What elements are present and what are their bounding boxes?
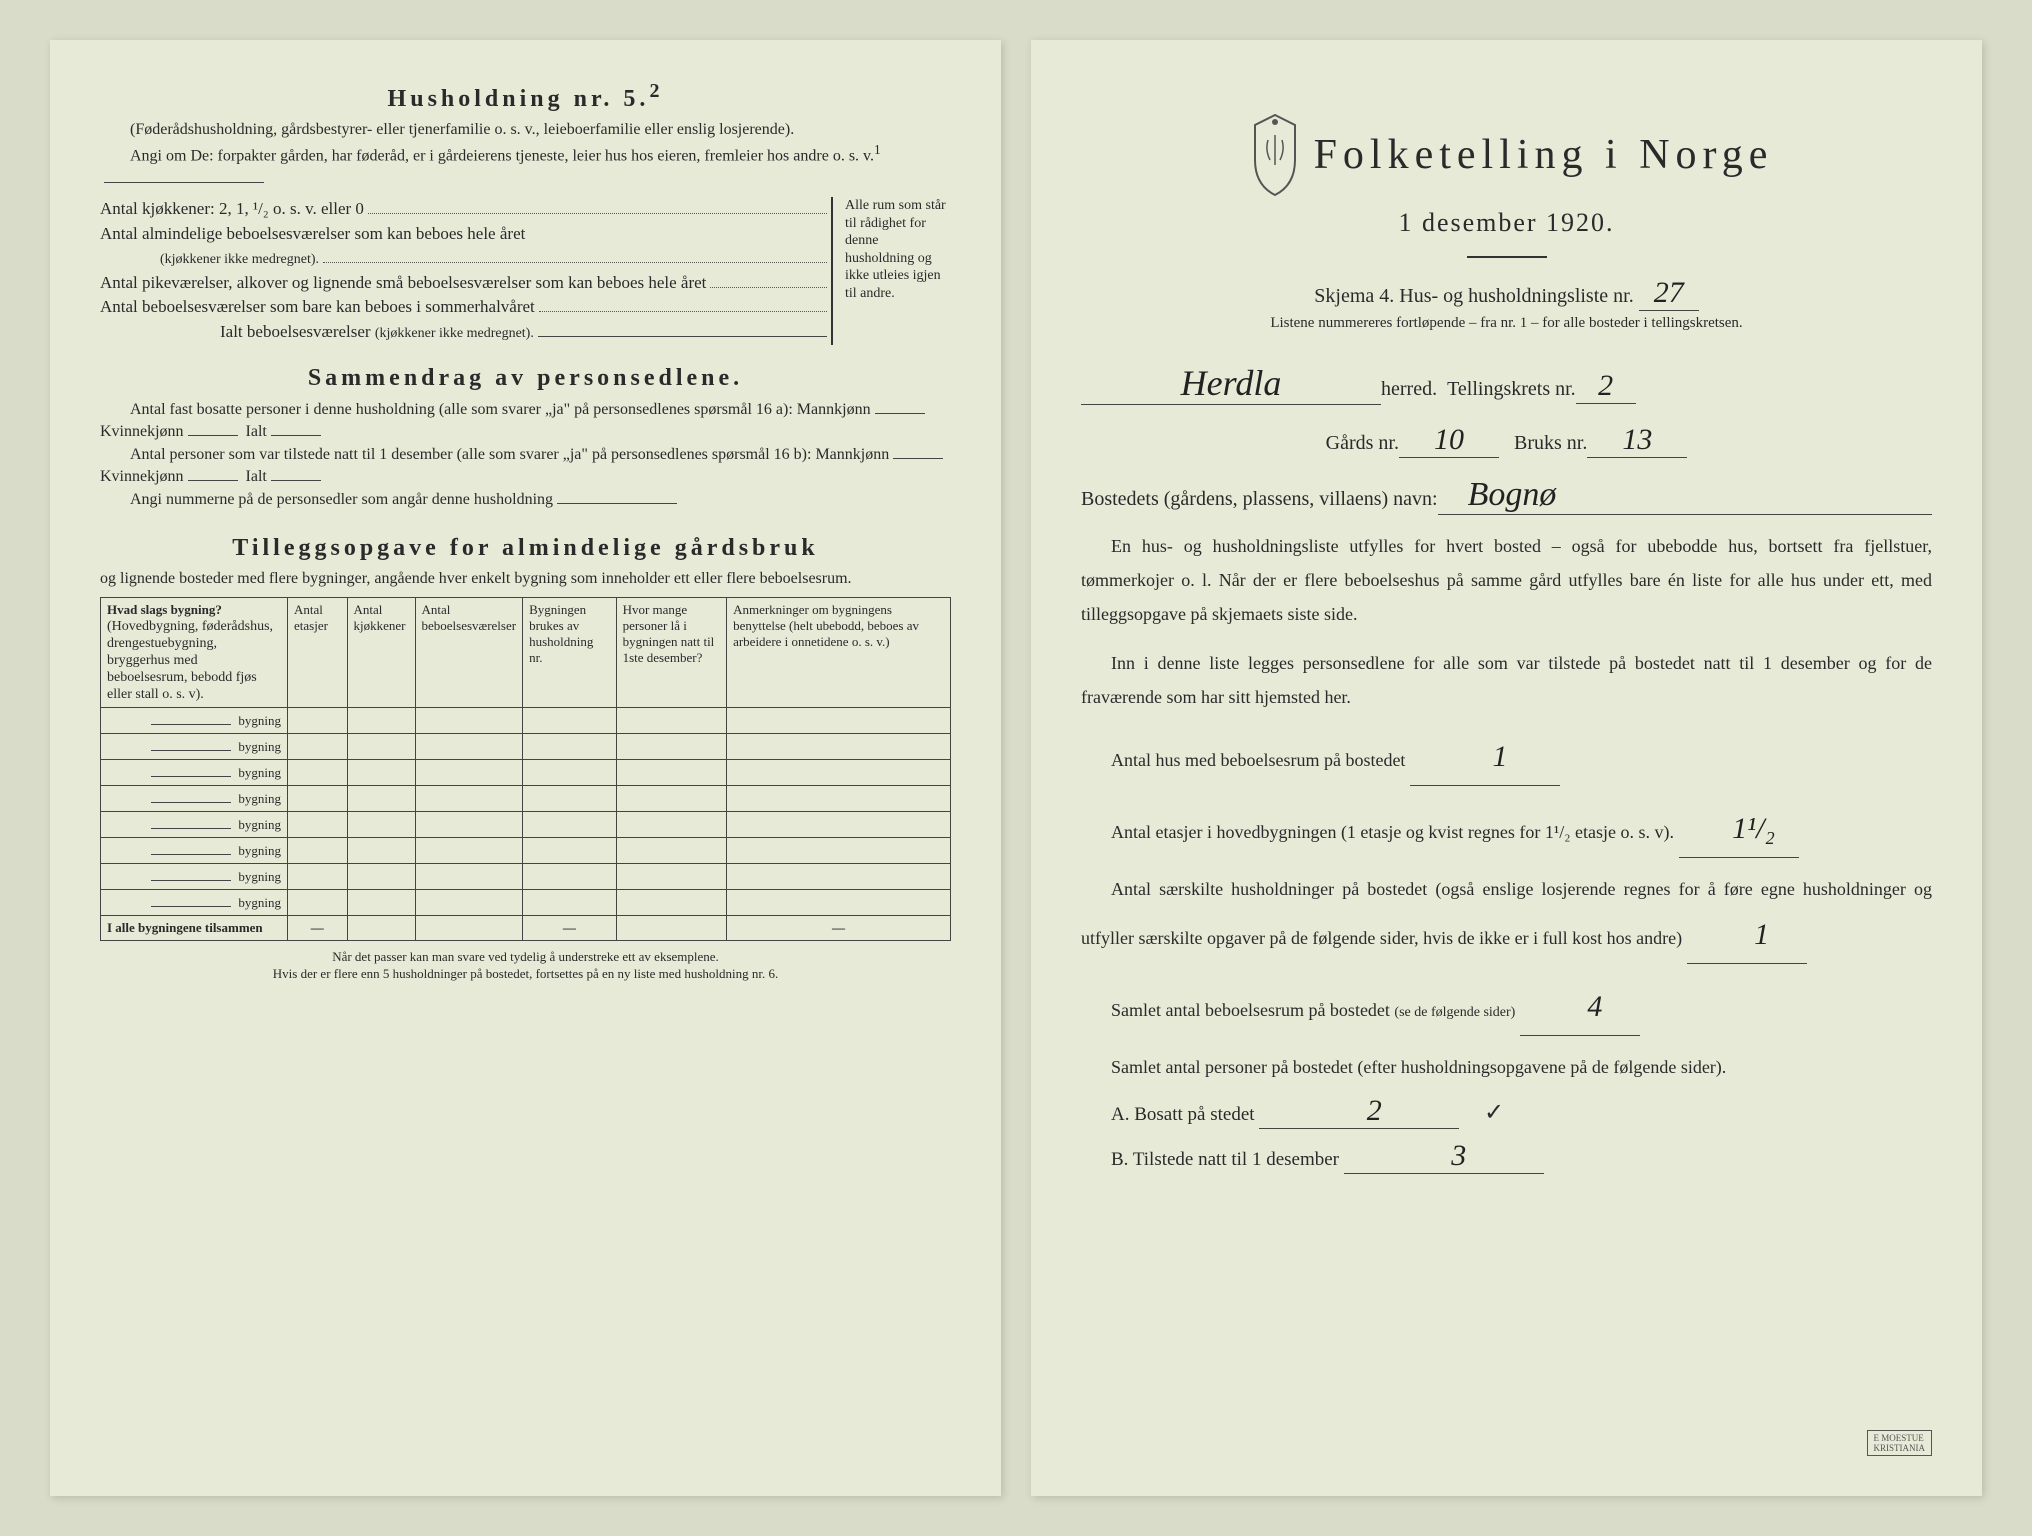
qA-field: 2 (1259, 1094, 1459, 1129)
th-type: Hvad slags bygning?(Hovedbygning, føderå… (101, 598, 288, 708)
summary-line-3: Angi nummerne på de personsedler som ang… (100, 488, 951, 511)
th-kitchens: Antal kjøkkener (347, 598, 415, 708)
answer-a: A. Bosatt på stedet 2 ✓ (1081, 1094, 1932, 1129)
list-nr-field: 27 (1639, 276, 1699, 311)
q3: Antal særskilte husholdninger på bostede… (1081, 872, 1932, 964)
bruks-field: 13 (1587, 423, 1687, 458)
para-2: Inn i denne liste legges personsedlene f… (1081, 646, 1932, 714)
th-remarks: Anmerkninger om bygningens benyttelse (h… (727, 598, 951, 708)
tillegg-title: Tilleggsopgave for almindelige gårdsbruk (100, 535, 951, 562)
sub-instruction: Listene nummereres fortløpende – fra nr.… (1081, 315, 1932, 332)
table-total-row: I alle bygningene tilsammen——— (101, 916, 951, 941)
answer-b: B. Tilstede natt til 1 desember 3 (1081, 1139, 1932, 1174)
rooms-block: Antal kjøkkener: 2, 1, ¹/₂ o. s. v. elle… (100, 197, 951, 345)
q1: Antal hus med beboelsesrum på bostedet 1 (1081, 728, 1932, 786)
th-household: Bygningen brukes av husholdning nr. (523, 598, 617, 708)
gards-row: Gårds nr. 10 Bruks nr. 13 (1081, 423, 1932, 458)
printer-stamp: E MOESTUEKRISTIANIA (1867, 1430, 1933, 1456)
th-persons: Hvor mange personer lå i bygningen natt … (616, 598, 727, 708)
household-title: Husholdning nr. 5.2 (100, 80, 951, 113)
herred-row: Herdla herred. Tellingskrets nr. 2 (1081, 362, 1932, 405)
table-row: bygning (101, 786, 951, 812)
coat-of-arms-icon (1240, 110, 1310, 200)
bosted-row: Bostedets (gårdens, plassens, villaens) … (1081, 476, 1932, 515)
krets-field: 2 (1576, 369, 1636, 404)
q4: Samlet antal beboelsesrum på bostedet (s… (1081, 978, 1932, 1036)
footnote: Når det passer kan man svare ved tydelig… (100, 949, 951, 983)
gards-field: 10 (1399, 423, 1499, 458)
table-row: bygning (101, 760, 951, 786)
para-1: En hus- og husholdningsliste utfylles fo… (1081, 529, 1932, 632)
title-rule (1467, 256, 1547, 258)
q2: Antal etasjer i hovedbygningen (1 etasje… (1081, 800, 1932, 858)
th-floors: Antal etasjer (288, 598, 348, 708)
left-page: Husholdning nr. 5.2 (Føderådshusholdning… (50, 40, 1001, 1496)
household-note: (Føderådshusholdning, gårdsbestyrer- ell… (100, 119, 951, 141)
table-row: bygning (101, 890, 951, 916)
building-table: Hvad slags bygning?(Hovedbygning, føderå… (100, 597, 951, 941)
table-row: bygning (101, 864, 951, 890)
right-page: Folketelling i Norge 1 desember 1920. Sk… (1031, 40, 1982, 1496)
q2-field: 1¹/₂ (1679, 800, 1799, 858)
check-icon: ✓ (1484, 1100, 1504, 1126)
main-date: 1 desember 1920. (1081, 208, 1932, 238)
table-row: bygning (101, 812, 951, 838)
q3-field: 1 (1687, 906, 1807, 964)
q5: Samlet antal personer på bostedet (efter… (1081, 1050, 1932, 1084)
qB-field: 3 (1344, 1139, 1544, 1174)
table-row: bygning (101, 708, 951, 734)
angi-line: Angi om De: forpakter gården, har føderå… (100, 141, 951, 190)
main-title: Folketelling i Norge (1314, 131, 1774, 179)
tillegg-sub: og lignende bosteder med flere bygninger… (100, 568, 951, 590)
summary-line-1: Antal fast bosatte personer i denne hush… (100, 398, 951, 443)
q1-field: 1 (1410, 728, 1560, 786)
th-rooms: Antal beboelsesværelser (415, 598, 523, 708)
table-row: bygning (101, 734, 951, 760)
bosted-field: Bognø (1438, 476, 1932, 515)
title-block: Folketelling i Norge 1 desember 1920. (1081, 110, 1932, 258)
q4-field: 4 (1520, 978, 1640, 1036)
brace-note: Alle rum som står til rådighet for denne… (831, 197, 951, 345)
summary-line-2: Antal personer som var tilstede natt til… (100, 443, 951, 488)
herred-field: Herdla (1081, 362, 1381, 405)
summary-title: Sammendrag av personsedlene. (100, 365, 951, 392)
table-row: bygning (101, 838, 951, 864)
skjema-line: Skjema 4. Hus- og husholdningsliste nr. … (1081, 276, 1932, 311)
